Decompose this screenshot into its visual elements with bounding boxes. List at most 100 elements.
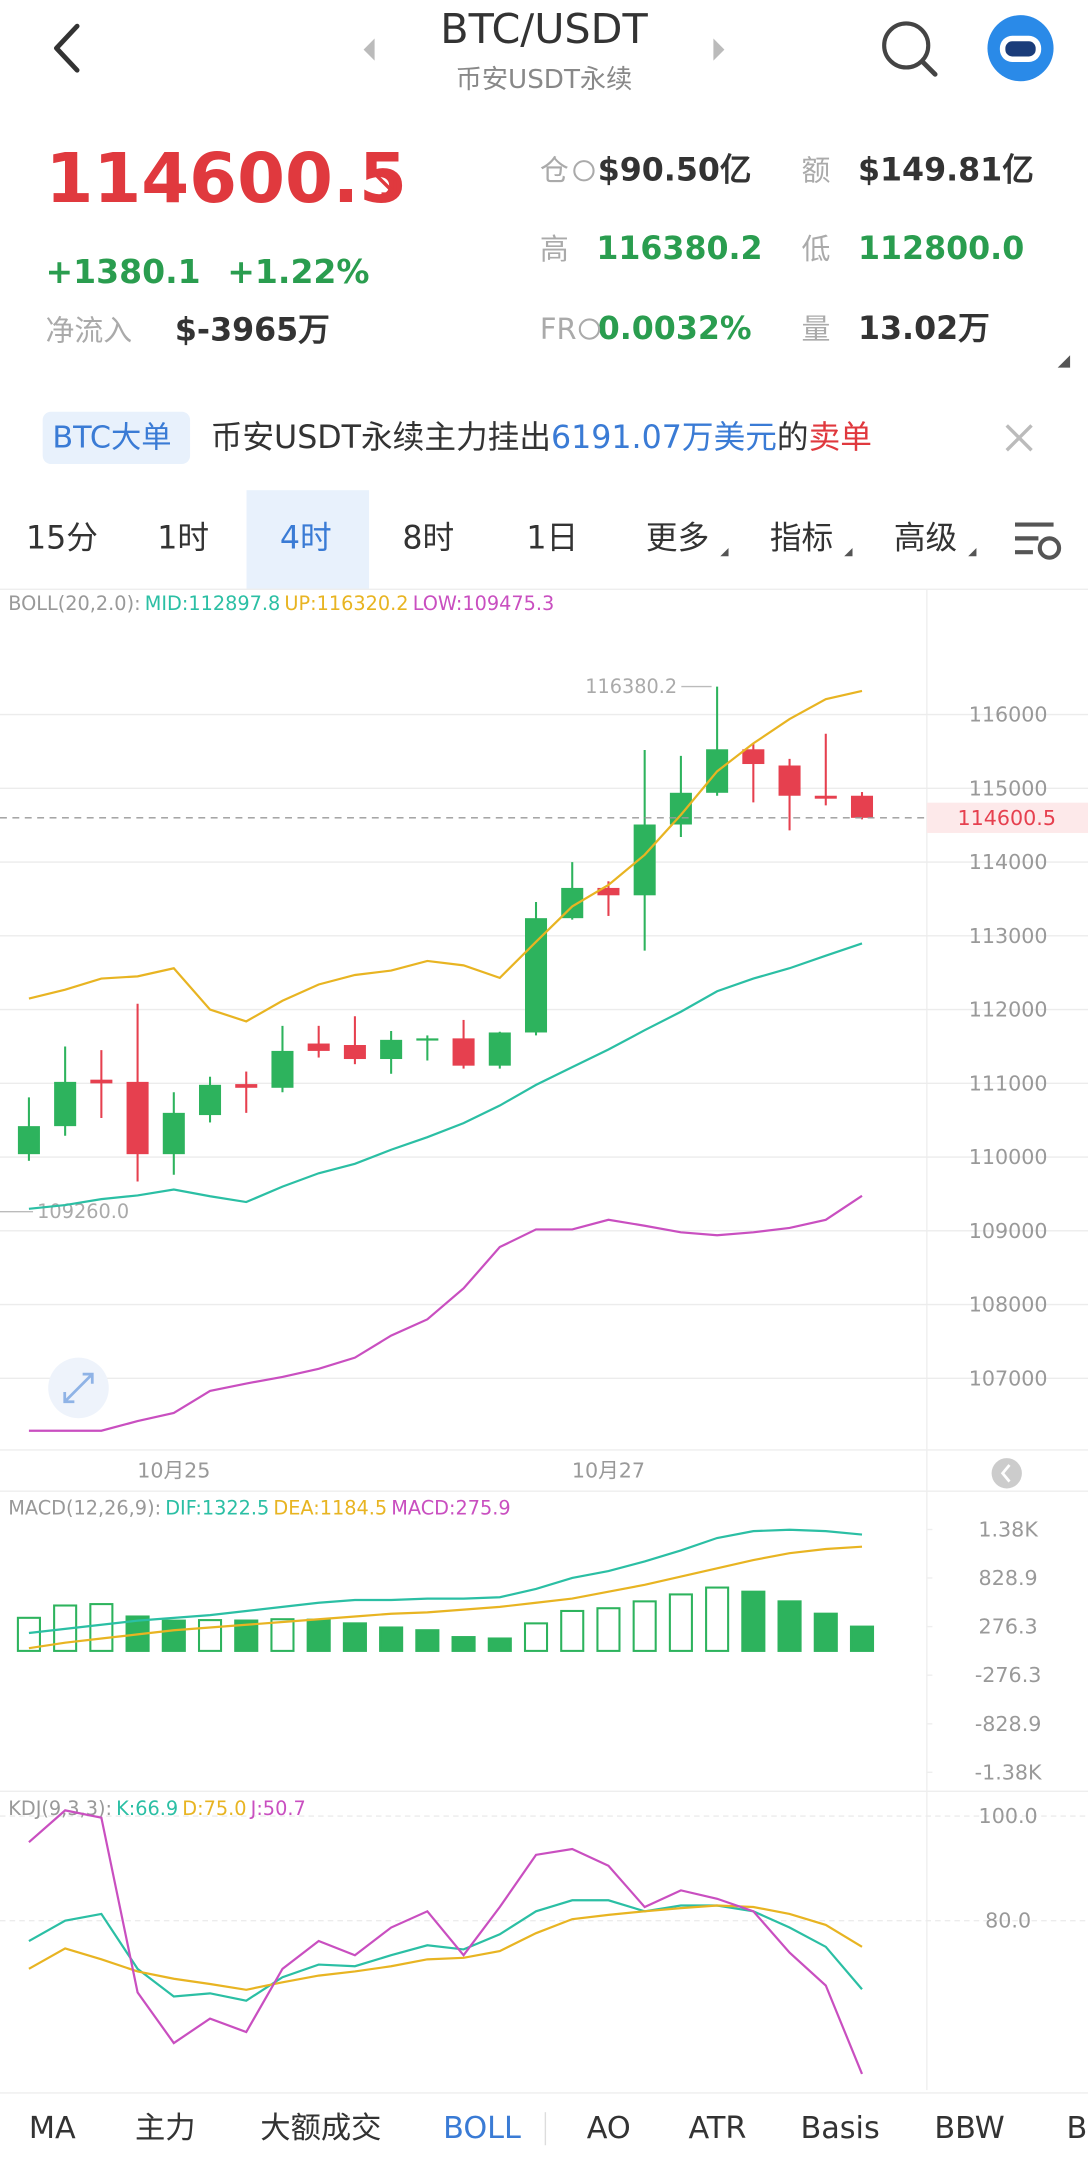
charts: 107000 108000 109000 110000 111000 112000 1130… [0,592,1088,2075]
scroll-latest-icon [1000,1464,1011,1483]
y-tick-label: -276.3 [975,1663,1042,1687]
indicator-line [28,1809,864,2075]
y-tick-label: 107000 [969,1366,1048,1390]
candle-body [742,749,765,765]
scroll-latest[interactable] [991,1458,1022,1489]
stat-value: 13.02万 [858,311,990,347]
timeframe-tab[interactable]: 高级 [894,520,957,556]
banner-side: 卖单 [809,420,872,456]
timeframe-tabs: 15分 1时 4时 8时 1日 更多 指标 高级 [26,520,957,556]
stat-value: 0.0032% [598,311,752,347]
help-icon[interactable] [573,160,595,182]
timeframe-tab[interactable]: 1日 [526,520,578,556]
candle-body [380,1039,403,1060]
candle-body [17,1126,40,1155]
banner-text[interactable]: 币安USDT永续主力挂出6191.07万美元的卖单 [211,420,872,456]
back-button[interactable] [54,23,80,73]
y-tick-label: 828.9 [979,1566,1038,1590]
timeframe-tab[interactable]: 8时 [402,520,454,556]
legend-item: MID:112897.8 [145,592,281,615]
legend-title: BOLL(20,2.0): [8,592,140,615]
candle-body [307,1043,330,1051]
macd-bar [270,1618,295,1652]
legend: BOLL(20,2.0): MID:112897.8 UP:116320.2 LOW:… [8,592,554,615]
indicator-line [28,1545,863,1650]
netflow-label: 净流入 [45,313,132,347]
settings-lines [1015,522,1054,555]
y-tick-label: 111000 [969,1071,1048,1095]
legend-item: K:66.9 [116,1796,178,1819]
macd-bar [89,1603,114,1652]
legend-item: MACD:275.9 [391,1496,510,1519]
legend-item: UP:116320.2 [284,592,408,615]
symbol-subtitle: 币安USDT永续 [456,65,633,95]
avatar[interactable] [987,15,1054,82]
macd-bar [668,1593,693,1652]
dropdown-mark [844,548,853,557]
candle-body [416,1038,439,1041]
indicator-tab[interactable]: BBW [934,2111,1004,2146]
settings-gear [1037,536,1062,560]
symbol-title[interactable]: BTC/USDT [440,5,648,53]
chart-settings[interactable] [1015,522,1062,560]
timeframe-tab[interactable]: 更多 [646,520,709,556]
y-tick-label: 108000 [969,1293,1048,1317]
y-tick-label: 112000 [969,998,1048,1022]
next-symbol[interactable] [713,38,725,61]
legend-title: MACD(12,26,9): [8,1496,161,1519]
macd-bar [306,1618,331,1652]
indicator-line [28,942,863,1210]
indicator-tab[interactable]: MA [29,2111,76,2146]
macd-bar [777,1600,802,1652]
indicator-tab[interactable]: ATR [689,2111,747,2146]
macd-bar [705,1586,730,1652]
indicator-tab[interactable]: Bi [1067,2111,1088,2146]
fullscreen-button[interactable] [48,1357,109,1419]
stat-label: 额 [802,154,831,188]
macd-bar [523,1622,549,1652]
indicator-tab[interactable]: BOLL [443,2111,521,2146]
last-price-tag [926,802,1088,833]
legend-item: DIF:1322.5 [165,1496,269,1519]
macd-bar [741,1590,766,1652]
candle-body [162,1112,185,1155]
indicator-line [28,1194,863,1432]
indicator-tab[interactable]: AO [587,2111,631,2146]
y-tick-label: -1.38K [975,1760,1042,1784]
tab-selected-bg [246,490,370,590]
y-tick-label: 1.38K [978,1517,1038,1541]
candle-body [488,1032,511,1066]
x-tick-label: 10月27 [572,1459,645,1483]
candle-body [452,1038,475,1066]
y-tick-label: 115000 [969,776,1048,800]
indicator-tab[interactable]: Basis [800,2111,879,2146]
candle-body [597,887,620,896]
macd-bar [379,1626,404,1652]
timeframe-tab[interactable]: 1时 [157,520,209,556]
macd-bar [560,1609,585,1652]
stat-label: 量 [802,312,831,346]
timeframe-tab[interactable]: 4时 [280,520,332,556]
candle-body [343,1045,366,1060]
indicator-tab[interactable]: 主力 [135,2111,196,2146]
candle-body [850,795,874,818]
high-marker: 116380.2 [585,675,677,698]
timeframe-tab[interactable]: 指标 [770,520,833,556]
search-button[interactable] [882,21,938,77]
stat-value: 116380.2 [596,231,762,267]
banner-close[interactable] [1005,424,1033,452]
legend: KDJ(9,3,3): K:66.9 D:75.0 J:50.7 [8,1796,305,1819]
macd-bar [197,1619,223,1652]
indicator-line [28,689,863,1023]
prev-symbol[interactable] [363,38,375,61]
timeframe-tab[interactable]: 15分 [26,520,98,556]
last-price: 114600.5 [45,139,407,219]
candle-body [814,795,837,799]
legend: MACD(12,26,9): DIF:1322.5 DEA:1184.5 MACD:2… [8,1496,510,1519]
candle-body [669,792,692,825]
price-down-arrow [373,172,397,196]
price-change: +1380.1 [45,252,200,291]
indicator-tab[interactable]: 大额成交 [260,2111,381,2146]
help-icon[interactable] [578,318,601,340]
